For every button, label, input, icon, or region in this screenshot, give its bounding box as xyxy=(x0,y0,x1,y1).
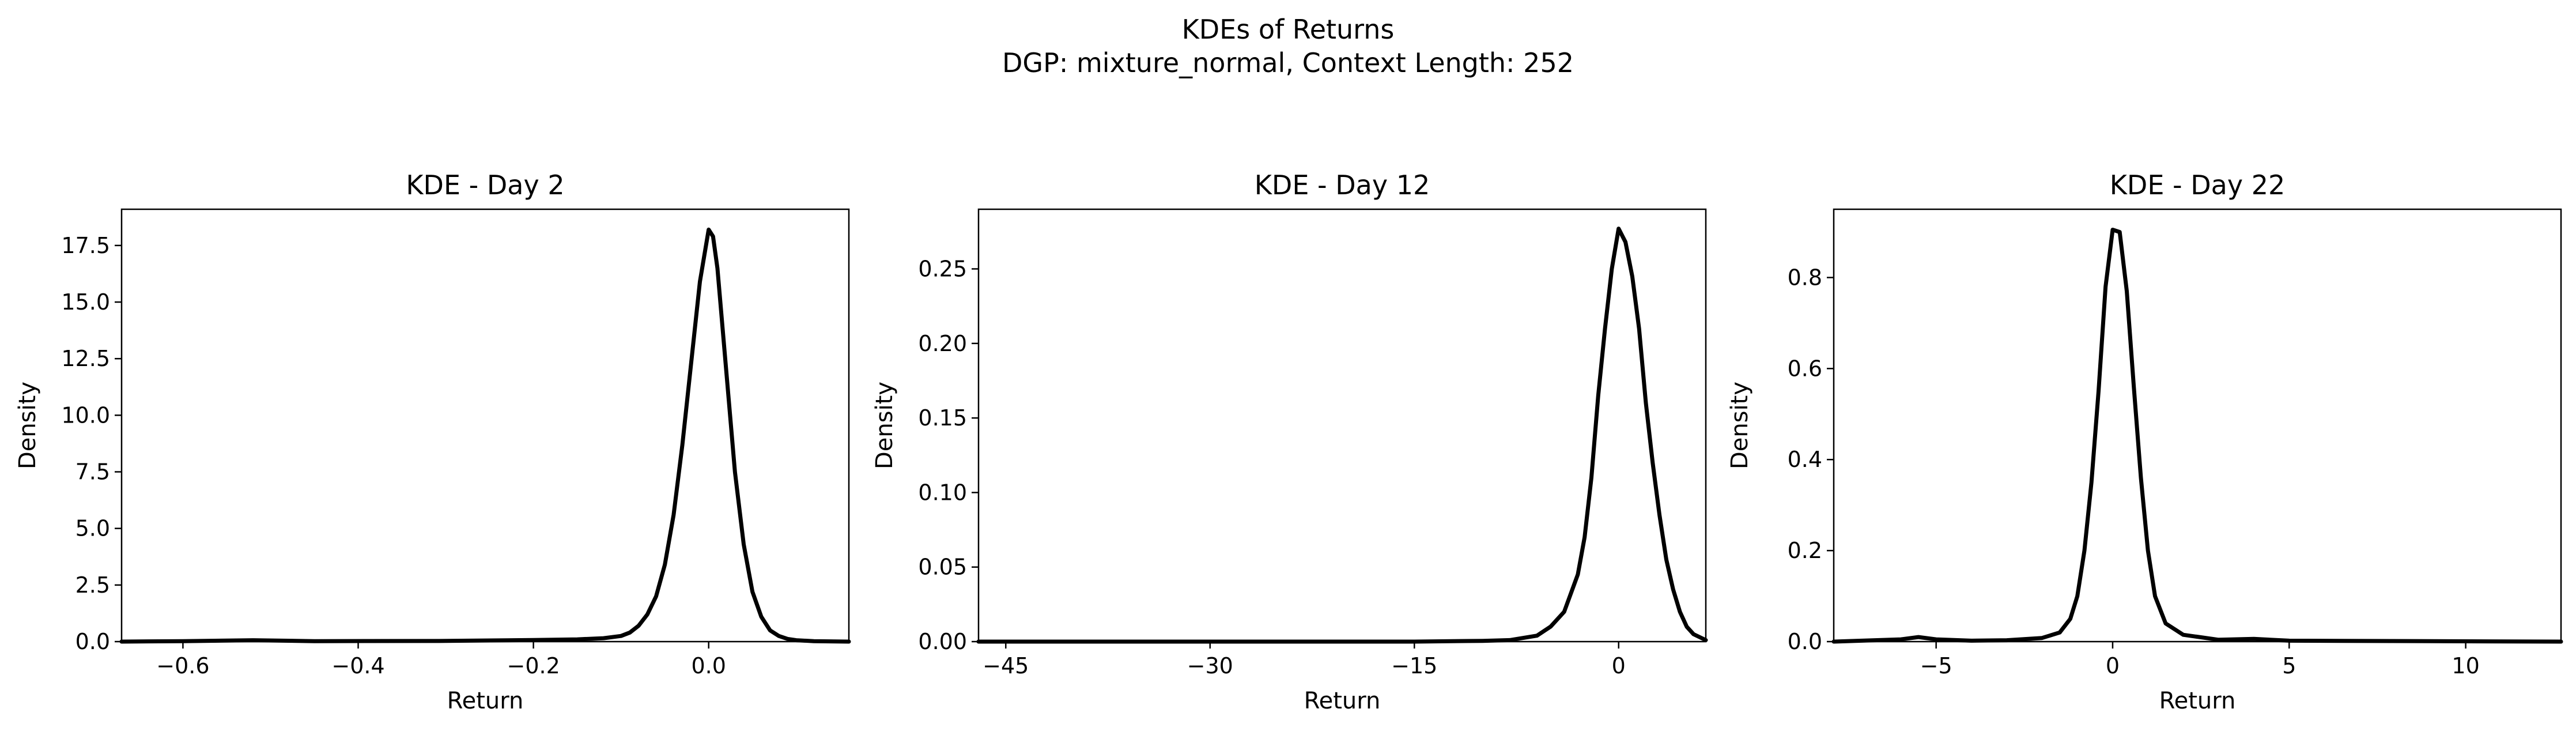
y-tick-label: 2.5 xyxy=(75,572,110,598)
y-tick-label: 0.4 xyxy=(1788,447,1822,472)
kde-line-panel-3 xyxy=(1831,228,2563,644)
x-tick-label: 10 xyxy=(2452,653,2479,679)
x-axis-label-panel-1: Return xyxy=(447,688,524,714)
x-axis-label-panel-3: Return xyxy=(2159,688,2236,714)
y-axis-label-panel-1: Density xyxy=(14,382,41,469)
x-tick-label: 0 xyxy=(2106,653,2120,679)
panel-title-1: KDE - Day 2 xyxy=(406,169,564,201)
kde-line-panel-1 xyxy=(119,227,851,644)
x-tick-label: 0 xyxy=(1612,653,1626,679)
plot-frame-panel-1 xyxy=(120,208,850,643)
y-tick-label: 0.00 xyxy=(918,629,967,654)
y-tick-label: 15.0 xyxy=(61,289,110,315)
y-tick-label: 0.2 xyxy=(1788,538,1822,563)
y-tick-label: 7.5 xyxy=(75,459,110,484)
x-tick-label: −0.6 xyxy=(156,653,209,679)
y-tick-label: 0.05 xyxy=(918,555,967,580)
y-axis-label-panel-3: Density xyxy=(1727,382,1753,469)
y-tick-label: 0.10 xyxy=(918,480,967,505)
y-tick-label: 5.0 xyxy=(75,516,110,541)
plot-frame-panel-3 xyxy=(1833,208,2562,643)
x-tick-label: −15 xyxy=(1391,653,1437,679)
figure-title: KDEs of Returns xyxy=(1181,14,1395,45)
y-tick-label: 17.5 xyxy=(61,233,110,258)
y-tick-label: 0.20 xyxy=(918,331,967,356)
y-tick-label: 0.0 xyxy=(1788,629,1822,654)
y-tick-label: 0.6 xyxy=(1788,356,1822,381)
x-axis-label-panel-2: Return xyxy=(1304,688,1381,714)
figure-title-block: KDEs of Returns DGP: mixture_normal, Con… xyxy=(0,13,2576,80)
x-tick-label: 5 xyxy=(2282,653,2296,679)
x-tick-label: −30 xyxy=(1187,653,1233,679)
y-tick-label: 0.0 xyxy=(75,629,110,654)
y-axis-label-panel-2: Density xyxy=(871,382,898,469)
x-tick-label: 0.0 xyxy=(692,653,726,679)
y-tick-label: 0.15 xyxy=(918,405,967,431)
plot-frame-panel-2 xyxy=(977,208,1707,643)
figure-subtitle: DGP: mixture_normal, Context Length: 252 xyxy=(1002,47,1574,78)
y-tick-label: 0.25 xyxy=(918,256,967,281)
x-tick-label: −0.4 xyxy=(331,653,384,679)
panel-title-3: KDE - Day 22 xyxy=(2110,169,2285,201)
panel-title-2: KDE - Day 12 xyxy=(1255,169,1430,201)
kde-line-panel-2 xyxy=(976,227,1708,644)
y-tick-label: 10.0 xyxy=(61,402,110,428)
y-tick-label: 12.5 xyxy=(61,346,110,371)
x-tick-label: −0.2 xyxy=(507,653,560,679)
x-tick-label: −5 xyxy=(1920,653,1952,679)
y-tick-label: 0.8 xyxy=(1788,265,1822,290)
x-tick-label: −45 xyxy=(983,653,1029,679)
